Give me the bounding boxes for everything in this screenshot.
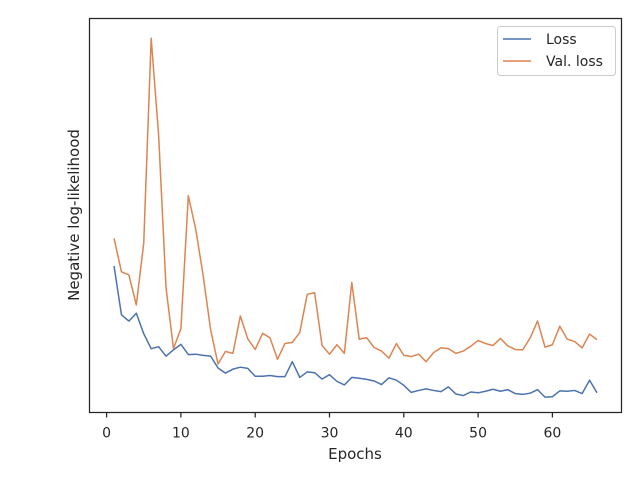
x-tick-label: 20 <box>246 426 264 442</box>
x-tick-label: 10 <box>172 426 190 442</box>
x-tick-label: 0 <box>102 426 111 442</box>
series-layer <box>113 37 598 398</box>
x-tick-label: 60 <box>543 426 561 442</box>
x-axis-ticks: 0 10 20 30 40 50 60 <box>102 412 561 442</box>
x-axis-label: Epochs <box>328 445 382 463</box>
legend-label-val-loss: Val. loss <box>546 54 603 70</box>
series-line-loss <box>113 265 598 398</box>
y-axis-label: Negative log-likelihood <box>65 129 83 301</box>
plot-frame <box>88 17 623 414</box>
x-tick-label: 40 <box>395 426 413 442</box>
legend: Loss Val. loss <box>497 26 616 76</box>
x-tick-label: 50 <box>469 426 487 442</box>
series-line-val-loss <box>113 37 598 365</box>
x-tick-label: 30 <box>321 426 339 442</box>
legend-label-loss: Loss <box>546 32 577 48</box>
